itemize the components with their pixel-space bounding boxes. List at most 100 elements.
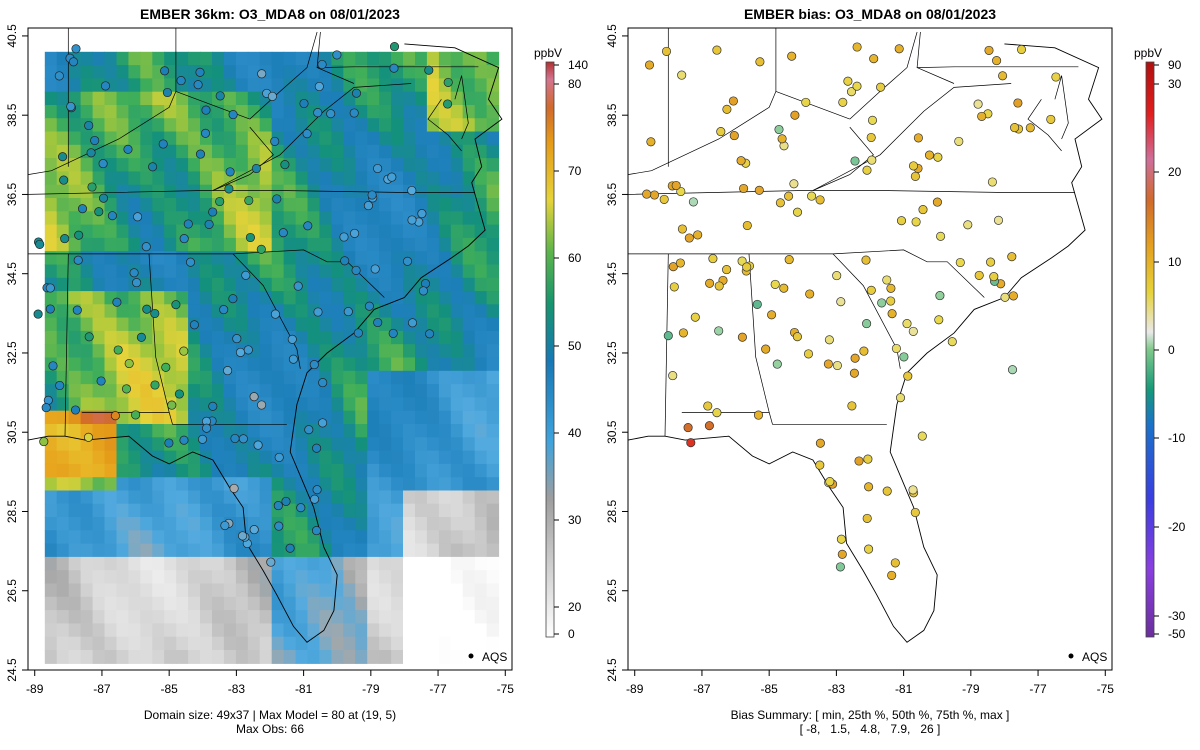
heatmap-cell — [331, 291, 344, 305]
heatmap-cell — [176, 198, 189, 212]
heatmap-cell — [259, 51, 273, 66]
bias-point — [886, 283, 896, 293]
heatmap-cell — [391, 91, 404, 106]
heatmap-cell — [56, 397, 70, 412]
heatmap-cell — [331, 490, 344, 505]
heatmap-cell — [355, 503, 368, 518]
heatmap-cell — [271, 251, 285, 266]
state-border — [628, 249, 985, 298]
heatmap-cell — [200, 78, 213, 93]
heatmap-cell — [80, 357, 94, 372]
state-boundaries — [627, 28, 1103, 643]
heatmap-cell — [44, 330, 58, 345]
bias-point — [792, 207, 803, 217]
heatmap-cell — [450, 463, 464, 478]
obs-point — [311, 526, 322, 536]
bias-point — [896, 216, 907, 226]
bias-point — [742, 262, 752, 272]
heatmap-cell — [200, 118, 213, 133]
heatmap-cell — [200, 463, 213, 478]
heatmap-cell — [80, 490, 94, 505]
heatmap-cell — [188, 623, 201, 638]
heatmap-cell — [426, 251, 440, 266]
heatmap-cell — [68, 570, 82, 585]
obs-point — [407, 318, 418, 328]
colorbar-tick-label: 10 — [1168, 255, 1182, 269]
heatmap-cell — [438, 131, 452, 146]
heatmap-cell — [92, 463, 106, 478]
obs-point — [312, 443, 322, 453]
obs-point — [132, 278, 142, 288]
heatmap-cell — [44, 198, 58, 212]
heatmap-cell — [247, 91, 261, 106]
heatmap-cell — [176, 543, 189, 558]
heatmap-cell — [259, 251, 273, 266]
heatmap-cell — [474, 118, 488, 133]
heatmap-cell — [450, 105, 464, 119]
heatmap-cell — [104, 264, 117, 279]
obs-point — [41, 403, 51, 413]
heatmap-cell — [235, 91, 249, 106]
heatmap-cell — [92, 277, 106, 292]
obs-point — [185, 257, 196, 267]
heatmap-cell — [343, 370, 356, 385]
heatmap-cell — [331, 330, 344, 345]
heatmap-cell — [307, 291, 320, 305]
obs-point — [197, 434, 208, 444]
heatmap-cell — [68, 158, 82, 172]
bias-point — [864, 544, 874, 554]
heatmap-cell — [176, 105, 189, 119]
bias-point — [836, 534, 846, 544]
heatmap-cell — [128, 650, 141, 664]
heatmap-cell — [391, 344, 404, 359]
heatmap-cell — [223, 237, 237, 252]
heatmap-cell — [438, 264, 452, 279]
heatmap-cell — [438, 437, 452, 452]
heatmap-cell — [200, 596, 213, 611]
heatmap-cell — [44, 144, 58, 159]
heatmap-cell — [128, 118, 141, 133]
heatmap-cell — [44, 91, 58, 106]
heatmap-cell — [367, 224, 380, 239]
heatmap-cell — [379, 304, 392, 319]
heatmap-cell — [486, 490, 500, 505]
heatmap-cell — [462, 596, 476, 611]
heatmap-cell — [379, 144, 392, 159]
bias-point — [772, 359, 782, 369]
heatmap-cell — [283, 450, 297, 465]
heatmap-cell — [56, 317, 70, 332]
heatmap-cell — [474, 490, 488, 505]
heatmap-cell — [343, 277, 356, 292]
heatmap-cell — [343, 437, 356, 452]
heatmap-cell — [474, 596, 488, 611]
heatmap-cell — [462, 636, 476, 651]
bias-point — [754, 185, 764, 195]
heatmap-cell — [438, 463, 452, 478]
heatmap-cell — [68, 344, 82, 359]
heatmap-cell — [128, 105, 141, 119]
heatmap-cell — [259, 610, 273, 624]
heatmap-cell — [391, 503, 404, 518]
heatmap-cell — [343, 623, 356, 638]
heatmap-cell — [212, 78, 225, 93]
bias-point — [890, 558, 900, 568]
obs-point — [123, 144, 133, 154]
heatmap-cell — [474, 450, 488, 465]
heatmap-cell — [438, 397, 452, 412]
heatmap-cell — [271, 105, 285, 119]
heatmap-cell — [68, 610, 82, 624]
bias-point — [774, 124, 784, 135]
heatmap-cell — [295, 437, 309, 452]
heatmap-cell — [44, 424, 58, 438]
heatmap-cell — [164, 51, 177, 66]
heatmap-cell — [474, 556, 488, 571]
heatmap-cell — [438, 277, 452, 292]
heatmap-cell — [403, 463, 416, 478]
heatmap-cell — [235, 397, 249, 412]
bias-point — [684, 233, 694, 243]
heatmap-cell — [391, 291, 404, 305]
heatmap-cell — [235, 650, 249, 664]
heatmap-cell — [235, 237, 249, 252]
heatmap-cell — [319, 198, 332, 212]
heatmap-cell — [307, 397, 320, 412]
